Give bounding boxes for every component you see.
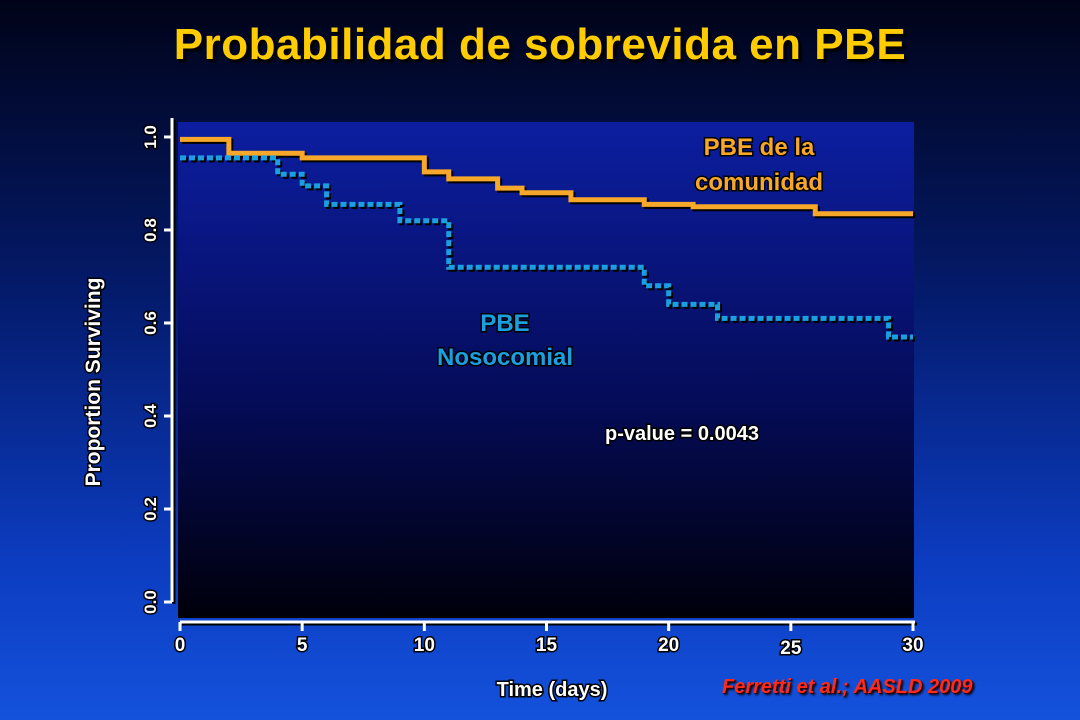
slide-title: Probabilidad de sobrevida en PBE xyxy=(173,20,907,69)
y-tick-label: 1.0 xyxy=(141,125,160,149)
x-axis-label: Time (days) xyxy=(497,679,608,701)
y-axis-label: Proportion Surviving xyxy=(82,278,105,487)
x-tick-label: 0 xyxy=(175,635,186,656)
label-layer: PBE de la comunidad PBE Nosocomial p-value =… xyxy=(435,133,824,447)
x-tick-label: 15 xyxy=(536,635,558,656)
x-tick-label: 5 xyxy=(297,635,308,656)
axes: 0.0 0.2 0.4 0.6 0.8 1.0 0 5 10 15 20 25 30 Time (days… xyxy=(81,118,925,703)
series-nosocomial-line xyxy=(180,155,913,340)
y-tick-label: 0.2 xyxy=(141,497,160,521)
x-tick-label: 10 xyxy=(414,635,435,656)
y-tick-label: 0.0 xyxy=(141,590,160,614)
x-tick-label: 20 xyxy=(658,635,679,656)
y-tick-label: 0.4 xyxy=(141,404,160,428)
y-tick-label: 0.8 xyxy=(141,218,160,242)
p-value-annotation: p-value = 0.0043 xyxy=(605,423,759,445)
x-tick-label: 30 xyxy=(902,635,923,656)
series-community-line xyxy=(180,136,913,217)
series-layer xyxy=(180,136,915,342)
series-label-community-line1: PBE de la xyxy=(704,134,815,161)
series-label-community-line2: comunidad xyxy=(695,169,823,196)
series-label-nosocomial-line2: Nosocomial xyxy=(437,344,573,371)
x-tick-label: 25 xyxy=(780,638,802,659)
y-tick-label: 0.6 xyxy=(141,311,160,335)
series-label-nosocomial-line1: PBE xyxy=(480,310,529,337)
citation: Ferretti et al.; AASLD 2009 xyxy=(722,676,973,698)
